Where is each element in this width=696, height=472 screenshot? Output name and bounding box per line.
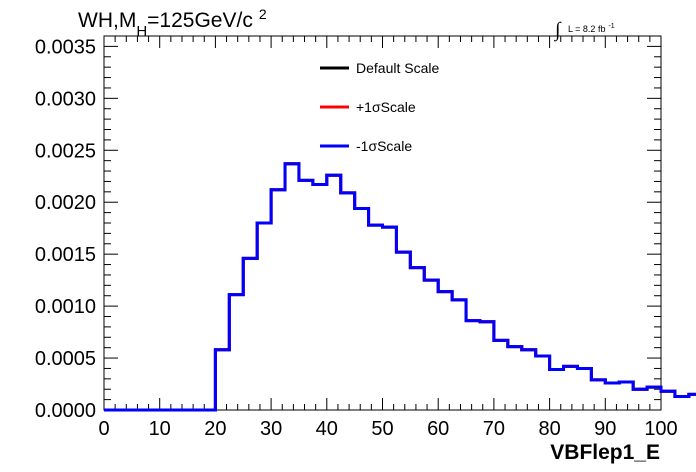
- y-tick-label: 0.0000: [35, 400, 96, 422]
- legend-label-minus1sigma: -1σScale: [356, 138, 412, 154]
- x-tick-label: 100: [644, 418, 677, 440]
- y-tick-labels: 0.0000 0.0005 0.0010 0.0015 0.0020 0.0025 0.00…: [35, 36, 96, 422]
- y-tick-label: 0.0015: [35, 244, 96, 266]
- chart-title: WH,MH=125GeV/c 2: [78, 6, 267, 40]
- x-tick-label: 50: [371, 418, 393, 440]
- x-tick-label: 0: [98, 418, 109, 440]
- y-tick-label: 0.0020: [35, 192, 96, 214]
- x-tick-labels: 0 10 20 30 40 50 60 70 80 90 100: [98, 418, 677, 440]
- y-tick-label: 0.0005: [35, 348, 96, 370]
- series-line--1-scale: [104, 162, 696, 412]
- legend-label-default: Default Scale: [356, 60, 439, 76]
- x-tick-label: 10: [149, 418, 171, 440]
- y-tick-label: 0.0035: [35, 36, 96, 58]
- y-tick-label: 0.0010: [35, 296, 96, 318]
- lumi-integral-sign: ∫: [553, 19, 562, 42]
- x-tick-label: 40: [316, 418, 338, 440]
- legend-label-plus1sigma: +1σScale: [356, 99, 416, 115]
- lumi-label: L = 8.2 fb -1: [568, 23, 615, 34]
- series-line--1-scale: [104, 162, 696, 412]
- x-tick-label: 20: [204, 418, 226, 440]
- x-tick-label: 80: [538, 418, 560, 440]
- series-lines: [104, 162, 696, 412]
- x-tick-label: 90: [594, 418, 616, 440]
- y-tick-label: 0.0025: [35, 140, 96, 162]
- plot-frame: [103, 35, 662, 411]
- axis-ticks: [103, 35, 662, 411]
- y-tick-label: 0.0030: [35, 88, 96, 110]
- series-line-default-scale: [104, 162, 696, 412]
- x-axis-title: VBFlep1_E: [550, 441, 660, 464]
- x-tick-label: 70: [483, 418, 505, 440]
- x-tick-label: 60: [427, 418, 449, 440]
- x-tick-label: 30: [260, 418, 282, 440]
- legend: Default Scale +1σScale -1σScale: [320, 60, 439, 154]
